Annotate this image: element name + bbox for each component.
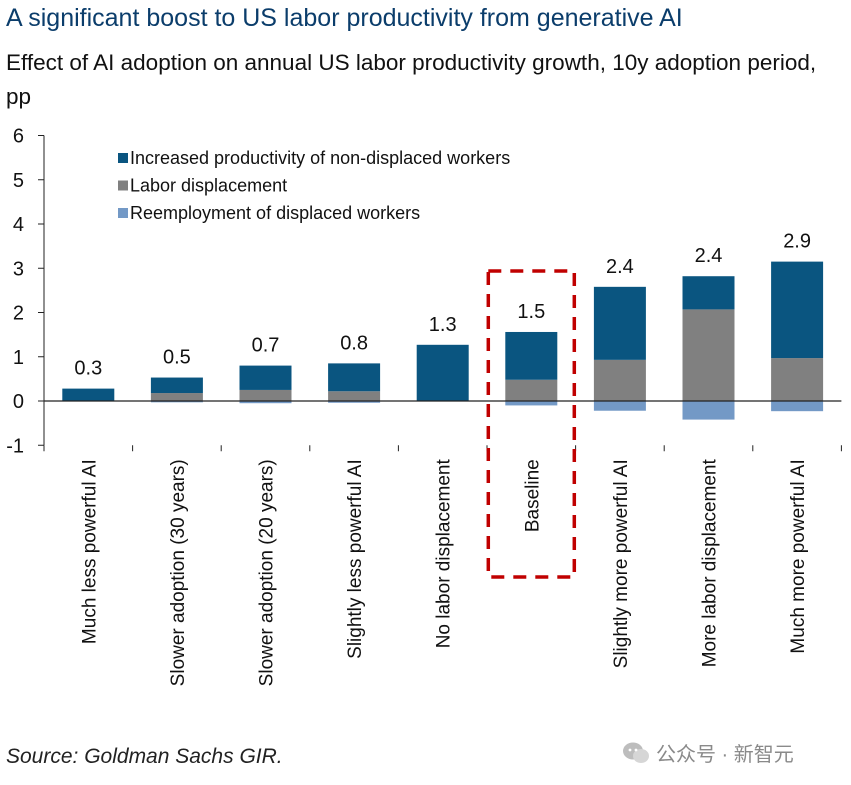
- bar-total-label: 2.9: [783, 231, 811, 253]
- bar-reemployment: [239, 401, 292, 404]
- bar-reemployment: [593, 401, 646, 411]
- chart-subtitle: Effect of AI adoption on annual US labor…: [6, 50, 817, 109]
- legend-swatch: [118, 208, 128, 218]
- bar-labor-displacement: [239, 389, 292, 401]
- bar-increased-productivity: [239, 365, 292, 390]
- category-label: Baseline: [522, 459, 543, 532]
- source-note: Source: Goldman Sachs GIR.: [6, 745, 283, 768]
- category-label: Much more powerful AI: [788, 459, 809, 653]
- legend-swatch: [118, 180, 128, 191]
- category-label: No labor displacement: [434, 459, 455, 649]
- y-tick-label: 4: [13, 214, 24, 236]
- bar-increased-productivity: [505, 331, 558, 380]
- y-tick-label: 3: [13, 258, 24, 280]
- category-label: Much less powerful AI: [79, 459, 100, 644]
- bar-reemployment: [328, 401, 381, 403]
- bar-reemployment: [771, 401, 824, 412]
- bar-increased-productivity: [150, 377, 203, 394]
- chat-bubbles-icon: [623, 742, 649, 763]
- chart-title: A significant boost to US labor producti…: [6, 4, 683, 32]
- category-label: Slower adoption (30 years): [168, 459, 189, 686]
- bar-labor-displacement: [682, 309, 735, 401]
- legend-label: Increased productivity of non-displaced …: [130, 148, 510, 168]
- bar-total-label: 0.5: [163, 347, 191, 369]
- bar-labor-displacement: [593, 359, 646, 401]
- y-tick-label: 6: [13, 126, 24, 148]
- bar-reemployment: [682, 401, 735, 420]
- bar-total-label: 2.4: [695, 245, 723, 267]
- y-tick-label: 5: [13, 170, 24, 192]
- bar-increased-productivity: [416, 344, 469, 401]
- y-tick-label: 0: [13, 391, 24, 413]
- legend-label: Reemployment of displaced workers: [130, 203, 420, 223]
- bar-labor-displacement: [505, 379, 558, 401]
- bar-increased-productivity: [328, 363, 381, 392]
- stacked-bar-chart: -1 0 1 2 3 4 5 6 0.3 Much less powerful AI 0.5 Slo…: [6, 126, 842, 686]
- watermark-text: 公众号 · 新智元: [656, 744, 794, 766]
- bar-total-label: 0.7: [252, 335, 280, 357]
- bar-increased-productivity: [682, 276, 735, 310]
- category-label: Slightly less powerful AI: [345, 459, 366, 659]
- bar-reemployment: [505, 401, 558, 406]
- bar-total-label: 0.3: [74, 358, 102, 380]
- legend-swatch: [118, 153, 128, 163]
- bar-reemployment: [150, 401, 203, 403]
- bar-increased-productivity: [62, 388, 115, 401]
- y-tick-label: -1: [6, 435, 24, 457]
- category-label: More labor displacement: [700, 459, 721, 668]
- bar-total-label: 1.3: [429, 314, 457, 336]
- bar-increased-productivity: [771, 261, 824, 359]
- watermark: 公众号 · 新智元: [622, 738, 794, 767]
- y-tick-label: 1: [13, 347, 24, 369]
- bar-labor-displacement: [150, 393, 203, 401]
- bar-increased-productivity: [593, 286, 646, 360]
- legend-label: Labor displacement: [130, 176, 287, 196]
- bar-labor-displacement: [771, 358, 824, 401]
- category-label: Slightly more powerful AI: [611, 459, 632, 668]
- y-tick-label: 2: [13, 303, 24, 325]
- bar-labor-displacement: [328, 391, 381, 401]
- bar-total-label: 0.8: [340, 332, 368, 354]
- bar-total-label: 2.4: [606, 256, 634, 278]
- category-label: Slower adoption (20 years): [257, 459, 278, 686]
- bar-total-label: 1.5: [517, 301, 545, 323]
